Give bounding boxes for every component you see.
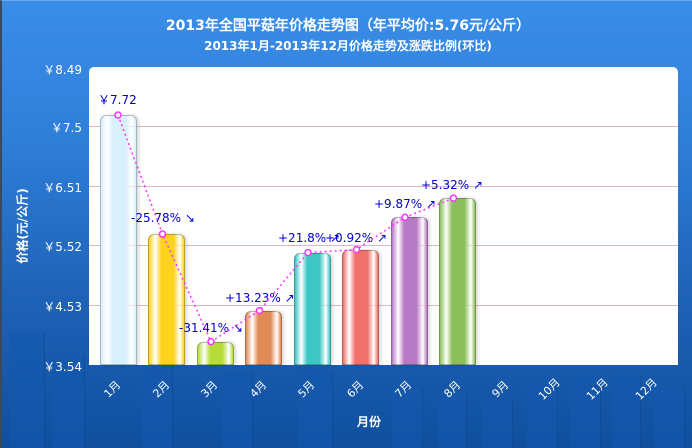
background-decoration <box>438 395 467 448</box>
background-decoration <box>298 369 333 448</box>
change-label: +5.32% ↗ <box>421 178 484 192</box>
change-label: -31.41% ↘ <box>179 321 243 335</box>
plot-area <box>89 67 678 365</box>
bar-2[interactable] <box>148 234 185 365</box>
trend-point <box>207 337 215 346</box>
y-tick-label: ￥6.51 <box>43 181 82 195</box>
background-decoration <box>10 331 45 448</box>
y-tick-label: ￥5.52 <box>43 240 82 254</box>
y-tick-label: ￥4.53 <box>43 300 82 314</box>
background-decoration <box>527 379 558 448</box>
change-label: ￥7.72 <box>98 93 137 107</box>
trend-point <box>158 230 167 238</box>
gridline <box>89 126 678 127</box>
bar-6[interactable] <box>342 249 379 365</box>
bar-5[interactable] <box>293 252 331 365</box>
bar-8[interactable] <box>439 198 476 365</box>
background-decoration <box>654 385 685 448</box>
background-decoration <box>482 399 513 448</box>
background-decoration <box>392 389 423 448</box>
trend-point <box>449 194 458 202</box>
change-label: +13.23% ↗ <box>225 291 295 305</box>
gridline <box>89 245 678 246</box>
trend-point <box>401 213 409 222</box>
bar-7[interactable] <box>390 217 428 365</box>
bar-1[interactable] <box>99 115 137 365</box>
background-decoration <box>612 375 641 448</box>
background-decoration <box>570 376 601 448</box>
x-axis-label: 月份 <box>357 415 382 429</box>
background-decoration <box>52 353 85 448</box>
trend-point <box>352 245 361 254</box>
change-label: +9.87% ↗ <box>374 197 437 211</box>
trend-point <box>304 248 312 257</box>
bar-3[interactable] <box>196 341 234 365</box>
y-tick-label: ￥3.54 <box>43 360 82 374</box>
background-decoration <box>142 366 173 448</box>
trend-point <box>114 111 122 119</box>
y-tick-label: ￥7.5 <box>50 121 82 135</box>
chart-title: 2013年全国平菇年价格走势图（年平均价:5.76元/公斤） <box>165 18 531 34</box>
y-tick-label: ￥8.49 <box>43 63 82 77</box>
gridline <box>89 186 678 187</box>
change-label: +0.92% ↗ <box>325 231 388 245</box>
background-decoration <box>222 373 253 448</box>
chart-subtitle: 2013年1月-2013年12月价格走势及涨跌比例(环比) <box>204 39 492 53</box>
bar-4[interactable] <box>245 310 282 365</box>
gridline <box>89 305 678 306</box>
trend-point <box>255 306 264 315</box>
change-label: -25.78% ↘ <box>131 211 195 225</box>
change-label: +21.8% ↗ <box>278 231 341 245</box>
